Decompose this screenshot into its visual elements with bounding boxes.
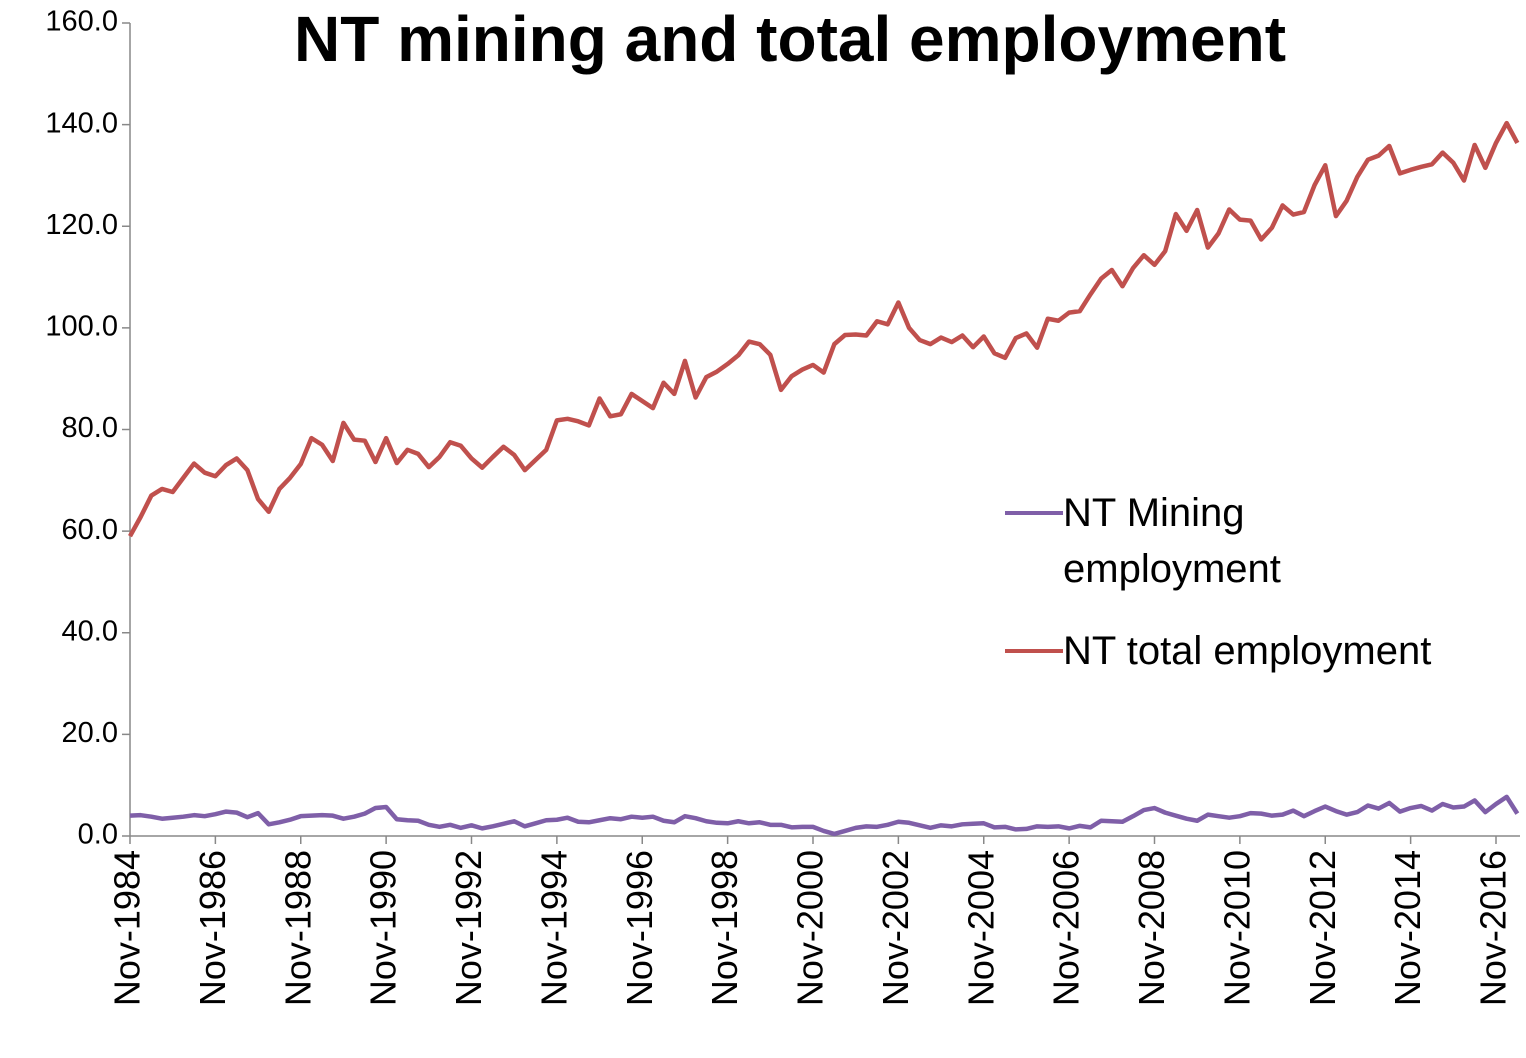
x-tick-label: Nov-1986 [192, 850, 233, 1006]
y-tick-label: 40.0 [62, 615, 118, 647]
legend-label: NT Mining employment [1063, 491, 1281, 591]
y-tick-label: 120.0 [45, 209, 118, 241]
y-tick-label: 160.0 [45, 6, 118, 38]
legend-item: NT Mining employment [1005, 485, 1431, 597]
x-tick-label: Nov-1994 [533, 850, 574, 1006]
y-tick-label: 20.0 [62, 717, 118, 749]
x-tick-label: Nov-1998 [704, 850, 745, 1006]
y-tick-label: 100.0 [45, 311, 118, 343]
x-tick-label: Nov-1992 [448, 850, 489, 1006]
x-tick-label: Nov-2006 [1046, 850, 1087, 1006]
legend-swatch [1005, 511, 1063, 515]
legend-label: NT total employment [1063, 629, 1432, 673]
x-tick-label: Nov-2016 [1473, 850, 1514, 1006]
y-tick-label: 0.0 [78, 819, 118, 851]
x-tick-label: Nov-2012 [1302, 850, 1343, 1006]
x-tick-label: Nov-1984 [107, 850, 148, 1006]
y-tick-label: 80.0 [62, 412, 118, 444]
legend-item: NT total employment [1005, 623, 1431, 679]
x-tick-label: Nov-1996 [619, 850, 660, 1006]
y-tick-label: 60.0 [62, 514, 118, 546]
x-tick-label: Nov-2004 [960, 850, 1001, 1006]
x-tick-label: Nov-1988 [277, 850, 318, 1006]
x-tick-label: Nov-2010 [1216, 850, 1257, 1006]
x-tick-label: Nov-2008 [1131, 850, 1172, 1006]
legend: NT Mining employment NT total employment [1005, 485, 1431, 705]
x-tick-label: Nov-1990 [363, 850, 404, 1006]
x-tick-label: Nov-2000 [790, 850, 831, 1006]
y-tick-label: 140.0 [45, 107, 118, 139]
x-tick-label: Nov-2014 [1387, 850, 1428, 1006]
x-tick-label: Nov-2002 [875, 850, 916, 1006]
series-line [128, 120, 1520, 538]
series-line [129, 794, 1520, 837]
chart-title: NT mining and total employment [294, 3, 1286, 75]
legend-swatch [1005, 649, 1063, 653]
